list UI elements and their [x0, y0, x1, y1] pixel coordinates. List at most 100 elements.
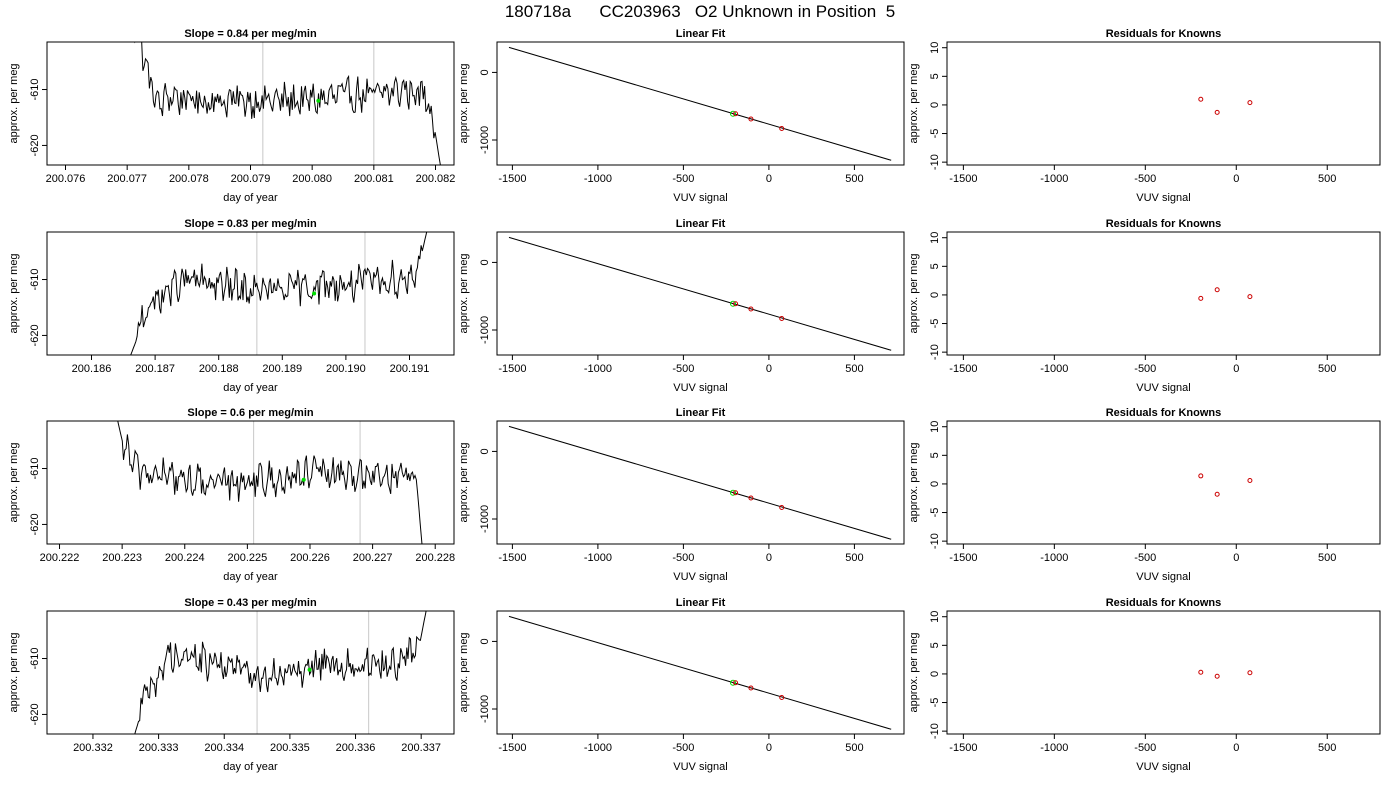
fit-line	[508, 46, 892, 161]
x-tick-label: 200.333	[139, 742, 179, 754]
panel-title: Slope = 0.84 per meg/min	[184, 28, 317, 40]
panel-title: Slope = 0.43 per meg/min	[184, 597, 317, 609]
x-tick-label: -1000	[1040, 363, 1068, 375]
data-trace-line	[134, 42, 441, 165]
x-tick-label: 500	[845, 552, 863, 564]
residual-point	[1247, 294, 1253, 300]
y-axis-label: approx. per meg	[458, 253, 470, 333]
chart-panel-residuals-row4: Residuals for Knowns VUV signal approx. pe…	[908, 597, 1381, 773]
x-tick-label: 200.228	[415, 552, 455, 564]
chart-panel-residuals-row2: Residuals for Knowns VUV signal approx. pe…	[908, 218, 1381, 394]
x-tick-label: -500	[1134, 363, 1156, 375]
x-axis-label: VUV signal	[1136, 382, 1190, 394]
y-axis-label: approx. per meg	[458, 632, 470, 712]
y-tick-label: 5	[929, 642, 941, 648]
y-tick-label: -620	[29, 134, 41, 156]
x-tick-label: 200.187	[135, 363, 175, 375]
plot-area	[508, 46, 892, 161]
y-tick-label: -10	[929, 154, 941, 170]
chart-panel-residuals-row1: Residuals for Knowns VUV signal approx. pe…	[908, 28, 1381, 204]
plot-frame	[496, 420, 905, 545]
plot-frame	[46, 231, 455, 356]
panel-title: Linear Fit	[676, 597, 726, 609]
y-tick-label: 5	[929, 263, 941, 269]
chart-panel-time-series-row2: Slope = 0.83 per meg/min day of year appro…	[8, 218, 455, 394]
y-tick-label: 10	[929, 232, 941, 244]
panel-title: Linear Fit	[676, 218, 726, 230]
chart-panel-linear-fit-row2: Linear Fit VUV signal approx. per meg -1500…	[458, 218, 905, 394]
unknown-point	[729, 489, 736, 496]
x-tick-label: 0	[766, 363, 772, 375]
y-tick-label: -5	[929, 319, 941, 329]
x-tick-label: 500	[1318, 742, 1336, 754]
x-tick-label: 500	[845, 173, 863, 185]
x-tick-label: -1500	[498, 173, 526, 185]
chart-panel-residuals-row3: Residuals for Knowns VUV signal approx. pe…	[908, 407, 1381, 583]
y-tick-label: 0	[929, 481, 941, 487]
data-trace-line	[134, 611, 427, 734]
x-tick-label: 0	[1233, 173, 1239, 185]
fit-line	[508, 425, 892, 540]
x-axis-label: day of year	[223, 192, 278, 204]
unknown-sample-point	[312, 291, 317, 296]
x-tick-label: 0	[1233, 363, 1239, 375]
x-tick-label: -500	[672, 173, 694, 185]
x-axis-label: VUV signal	[1136, 571, 1190, 583]
known-standard-point	[733, 680, 739, 686]
y-axis-label: approx. per meg	[908, 632, 920, 712]
x-tick-label: -1500	[949, 552, 977, 564]
x-tick-label: 200.081	[354, 173, 394, 185]
plot-frame	[496, 610, 905, 735]
plot-area	[1198, 287, 1253, 301]
known-standard-point	[733, 111, 739, 117]
plot-area	[508, 425, 892, 540]
y-tick-label: 10	[929, 611, 941, 623]
x-tick-label: 0	[1233, 552, 1239, 564]
y-tick-label: 10	[929, 421, 941, 433]
x-tick-label: -1000	[584, 742, 612, 754]
plot-area	[117, 421, 423, 544]
x-tick-label: -1000	[584, 552, 612, 564]
x-tick-label: 200.224	[165, 552, 205, 564]
x-tick-label: 200.223	[102, 552, 142, 564]
x-tick-label: -1500	[949, 742, 977, 754]
figure-title: 180718a CC203963 O2 Unknown in Position …	[504, 2, 896, 21]
x-tick-label: 200.189	[262, 363, 302, 375]
panel-title: Residuals for Knowns	[1106, 597, 1222, 609]
x-tick-label: -500	[672, 363, 694, 375]
fit-line	[508, 236, 892, 351]
x-tick-label: -1000	[584, 363, 612, 375]
y-axis-label: approx. per meg	[908, 442, 920, 522]
y-tick-label: -5	[929, 698, 941, 708]
y-axis-label: approx. per meg	[458, 63, 470, 143]
x-tick-label: 500	[1318, 173, 1336, 185]
panel-title: Residuals for Knowns	[1106, 28, 1222, 40]
y-tick-label: 0	[479, 638, 491, 644]
chart-panel-linear-fit-row3: Linear Fit VUV signal approx. per meg -1500…	[458, 407, 905, 583]
y-tick-label: 0	[929, 102, 941, 108]
x-axis-label: VUV signal	[1136, 192, 1190, 204]
known-standard-point	[748, 306, 754, 312]
plot-frame	[46, 610, 455, 735]
y-axis-label: approx. per meg	[8, 253, 20, 333]
y-tick-label: -620	[29, 513, 41, 535]
unknown-point	[729, 300, 736, 307]
y-tick-label: 5	[929, 452, 941, 458]
x-axis-label: VUV signal	[673, 761, 727, 773]
residual-point	[1214, 287, 1220, 293]
y-tick-label: -610	[29, 458, 41, 480]
chart-panel-linear-fit-row4: Linear Fit VUV signal approx. per meg -1500…	[458, 597, 905, 773]
x-tick-label: -500	[1134, 742, 1156, 754]
y-tick-label: -1000	[479, 316, 491, 344]
panel-title: Linear Fit	[676, 407, 726, 419]
x-tick-label: -1000	[1040, 552, 1068, 564]
plot-frame	[946, 231, 1381, 356]
residual-point	[1247, 100, 1253, 106]
y-axis-label: approx. per meg	[458, 442, 470, 522]
x-tick-label: -1500	[498, 363, 526, 375]
y-tick-label: -5	[929, 129, 941, 139]
plot-frame	[946, 420, 1381, 545]
known-standard-point	[733, 301, 739, 307]
y-tick-label: -10	[929, 723, 941, 739]
